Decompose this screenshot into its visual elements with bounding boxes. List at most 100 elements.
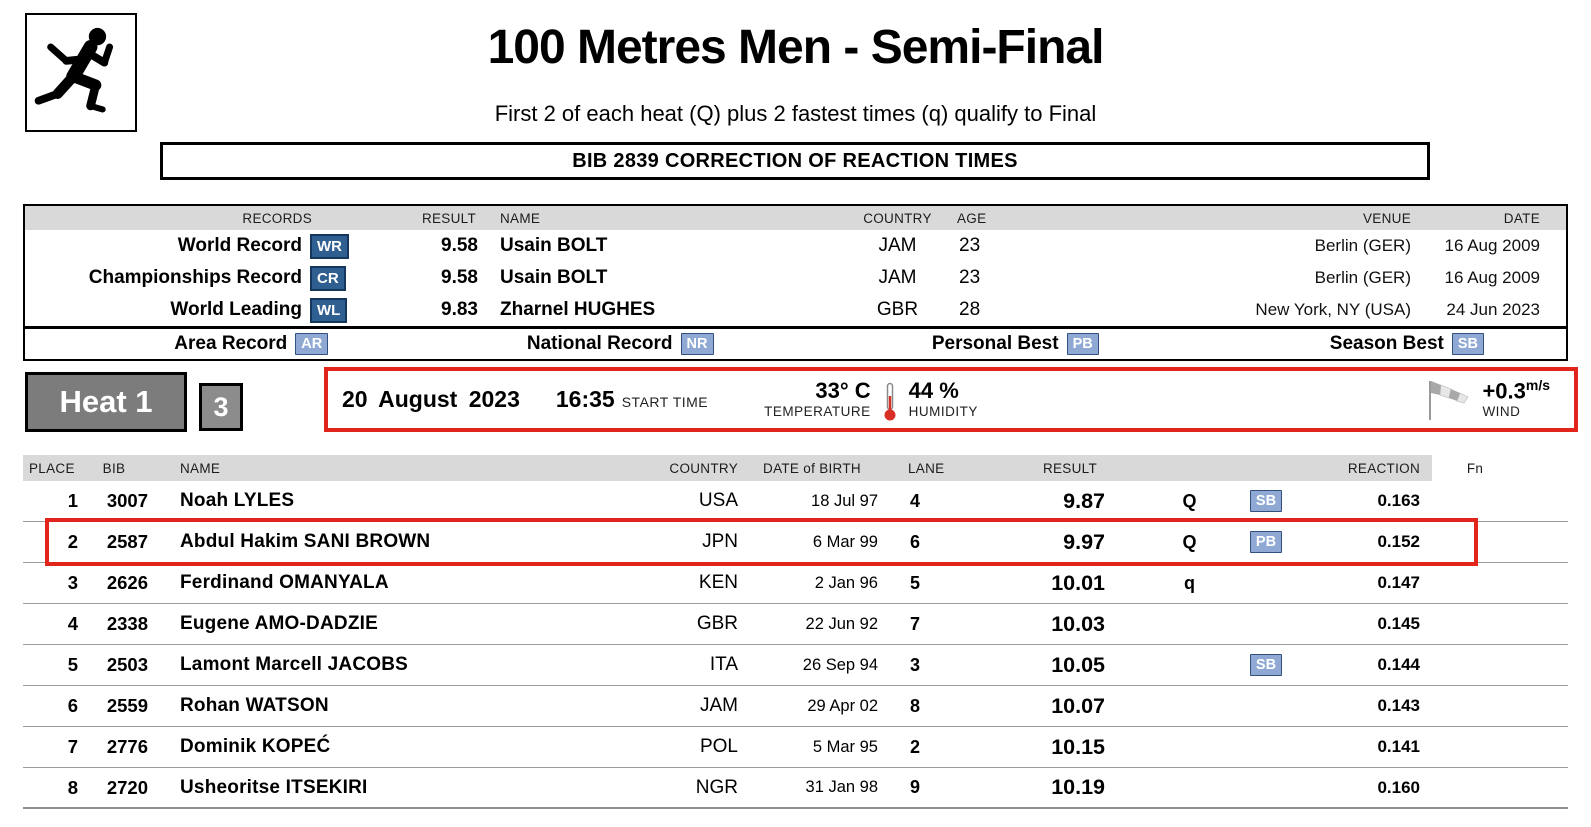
legend-label: National Record xyxy=(526,333,673,354)
athlete-dob: 5 Mar 95 xyxy=(812,737,878,756)
qualification-mark: Q xyxy=(1182,531,1197,552)
country-col-header: COUNTRY xyxy=(605,455,742,481)
result-col-header: RESULT xyxy=(421,210,476,226)
athlete-bib: 2587 xyxy=(106,531,148,552)
record-label: World Leading xyxy=(170,299,302,320)
record-venue: Berlin (GER) xyxy=(1314,236,1411,255)
name-col-header: NAME xyxy=(150,455,605,481)
athlete-country: NGR xyxy=(695,776,738,798)
best-badge-cell xyxy=(1232,615,1300,633)
result-row: 5 2503 Lamont Marcell JACOBS ITA 26 Sep … xyxy=(23,645,1568,686)
best-badge-cell xyxy=(1232,574,1300,592)
athlete-name: Ferdinand OMANYALA xyxy=(180,572,389,593)
legend-badge: AR xyxy=(295,332,329,356)
dob-col-header: DATE of BIRTH xyxy=(742,455,882,481)
record-result: 9.58 xyxy=(441,267,478,288)
record-badge: WR xyxy=(310,233,349,259)
temperature-label: TEMPERATURE xyxy=(764,403,871,419)
legend-badge: PB xyxy=(1066,332,1099,356)
athlete-lane: 5 xyxy=(910,572,921,593)
athlete-result: 10.19 xyxy=(1051,775,1105,799)
record-holder-name: Usain BOLT xyxy=(500,267,608,288)
athlete-dob: 2 Jan 96 xyxy=(814,573,878,592)
best-badge-cell xyxy=(1232,697,1300,715)
humidity-value: 44 % xyxy=(908,377,959,403)
record-badge-cell: WR xyxy=(310,233,360,259)
athlete-result: 10.07 xyxy=(1051,693,1105,718)
athlete-lane: 6 xyxy=(910,531,921,552)
athlete-place: 1 xyxy=(67,490,78,511)
record-result: 9.58 xyxy=(441,235,478,256)
athlete-country: GBR xyxy=(696,613,738,634)
athlete-lane: 2 xyxy=(910,736,921,757)
records-rows: World Record WR 9.58 Usain BOLT JAM 23 B… xyxy=(25,230,1566,326)
record-badge-cell: CR xyxy=(310,265,360,291)
athlete-name: Abdul Hakim SANI BROWN xyxy=(180,531,431,552)
record-age: 23 xyxy=(959,235,981,256)
record-holder-name: Zharnel HUGHES xyxy=(500,299,656,320)
best-badge: SB xyxy=(1249,653,1283,677)
wind-group: +0.3m/s WIND xyxy=(1482,376,1550,421)
record-result: 9.83 xyxy=(441,299,478,320)
result-row: 3 2626 Ferdinand OMANYALA KEN 2 Jan 96 5… xyxy=(23,563,1568,604)
bib-col-header: BIB xyxy=(78,455,150,481)
athlete-place: 8 xyxy=(67,776,78,798)
event-date: 20 August 2023 xyxy=(342,386,520,412)
record-country: GBR xyxy=(876,299,919,320)
place-col-header: PLACE xyxy=(23,455,78,481)
athlete-result: 9.87 xyxy=(1063,488,1105,513)
name-col-header: NAME xyxy=(500,210,541,226)
athlete-dob: 22 Jun 92 xyxy=(805,614,878,633)
record-age: 23 xyxy=(959,267,981,288)
record-badge-cell: WL xyxy=(310,297,360,323)
record-label: World Record xyxy=(177,235,302,256)
athlete-result: 10.15 xyxy=(1051,734,1105,759)
heat-count-badge: 3 xyxy=(199,383,243,431)
reaction-time: 0.144 xyxy=(1377,655,1420,674)
reaction-time: 0.152 xyxy=(1377,532,1420,551)
athlete-lane: 3 xyxy=(910,654,921,675)
temperature-group: 33° C TEMPERATURE xyxy=(764,378,871,421)
record-row: World Record WR 9.58 Usain BOLT JAM 23 B… xyxy=(25,230,1566,262)
start-time-label: START TIME xyxy=(621,394,709,410)
results-rows: 1 3007 Noah LYLES USA 18 Jul 97 4 9.87 Q… xyxy=(23,481,1568,809)
best-badge-cell: PB xyxy=(1232,530,1300,554)
results-header-row: PLACE BIB NAME COUNTRY DATE of BIRTH LAN… xyxy=(23,455,1568,481)
thermometer-icon xyxy=(884,382,896,420)
reaction-time: 0.143 xyxy=(1377,696,1420,715)
records-table: RECORDS RESULT NAME COUNTRY AGE VENUE DA… xyxy=(23,204,1568,361)
record-row: Championships Record CR 9.58 Usain BOLT … xyxy=(25,262,1566,294)
record-label: Championships Record xyxy=(88,267,302,288)
legend-label: Area Record xyxy=(174,333,288,354)
results-table: PLACE BIB NAME COUNTRY DATE of BIRTH LAN… xyxy=(23,455,1568,809)
legend-label: Personal Best xyxy=(931,333,1059,354)
correction-notice: BIB 2839 CORRECTION OF REACTION TIMES xyxy=(160,142,1430,180)
athlete-result: 9.97 xyxy=(1063,529,1105,554)
athlete-lane: 8 xyxy=(910,695,921,716)
athlete-place: 3 xyxy=(67,572,78,593)
wind-unit: m/s xyxy=(1525,376,1550,393)
record-date: 24 Jun 2023 xyxy=(1446,300,1540,319)
athlete-result: 10.03 xyxy=(1051,611,1105,636)
wind-number: +0.3 xyxy=(1482,378,1526,404)
record-country: JAM xyxy=(878,235,917,256)
records-col-header: RECORDS xyxy=(242,210,312,226)
athlete-place: 2 xyxy=(67,531,78,552)
athlete-name: Rohan WATSON xyxy=(180,695,329,716)
record-badge: WL xyxy=(310,297,348,323)
legend-label: Season Best xyxy=(1329,333,1444,354)
athlete-dob: 6 Mar 99 xyxy=(812,532,878,551)
result-row: 8 2720 Usheoritse ITSEKIRI NGR 31 Jan 98… xyxy=(23,768,1568,809)
result-row: 4 2338 Eugene AMO-DADZIE GBR 22 Jun 92 7… xyxy=(23,604,1568,645)
athlete-place: 4 xyxy=(67,613,78,634)
athlete-name: Dominik KOPEĆ xyxy=(180,736,331,757)
record-row: World Leading WL 9.83 Zharnel HUGHES GBR… xyxy=(25,294,1566,326)
result-row: 1 3007 Noah LYLES USA 18 Jul 97 4 9.87 Q… xyxy=(23,481,1568,522)
wind-value: +0.3m/s xyxy=(1482,376,1550,404)
conditions-panel: 20 August 2023 16:35 START TIME 33° C TE… xyxy=(324,367,1578,432)
reaction-col-header: REACTION xyxy=(1300,455,1432,481)
legend-badge: SB xyxy=(1451,332,1484,356)
event-logo-box xyxy=(25,13,137,132)
athlete-lane: 9 xyxy=(910,777,921,797)
